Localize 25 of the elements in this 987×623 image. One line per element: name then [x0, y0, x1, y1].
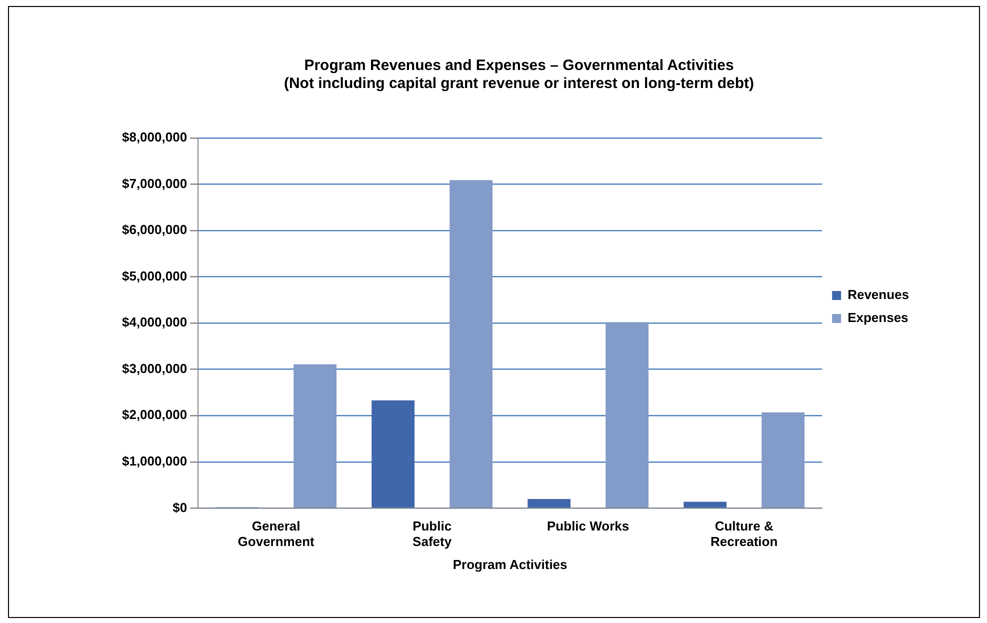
x-tick-label: Public Works: [547, 518, 630, 534]
legend-label: Expenses: [848, 310, 908, 326]
bar: [450, 180, 493, 508]
y-tick-label: $1,000,000: [122, 454, 188, 469]
bar: [762, 412, 805, 508]
bar: [684, 502, 727, 508]
x-tick-label: Culture & Recreation: [710, 518, 778, 550]
x-tick-label: Public Safety: [412, 518, 452, 550]
legend-label: Revenues: [848, 287, 909, 302]
y-tick-label: $3,000,000: [122, 360, 188, 376]
bar: [372, 400, 415, 508]
chart-title: Program Revenues and Expenses – Governmental Activities: [304, 57, 734, 74]
y-tick-label: $2,000,000: [122, 407, 188, 422]
y-tick-label: $7,000,000: [122, 176, 188, 191]
x-axis-title: Program Activities: [452, 556, 568, 572]
chart-subtitle: (Not including capital grant revenue or interest on long-term debt): [284, 75, 754, 92]
bar: [294, 364, 337, 508]
y-tick-label: $6,000,000: [122, 222, 188, 238]
x-tick-label: General Government: [238, 518, 316, 550]
bar: [528, 498, 571, 508]
y-tick-label: $5,000,000: [122, 268, 188, 284]
bar: [606, 322, 649, 508]
y-tick-label: $4,000,000: [122, 314, 188, 330]
y-tick-label: $0: [172, 500, 188, 515]
y-tick-label: $8,000,000: [122, 130, 188, 145]
